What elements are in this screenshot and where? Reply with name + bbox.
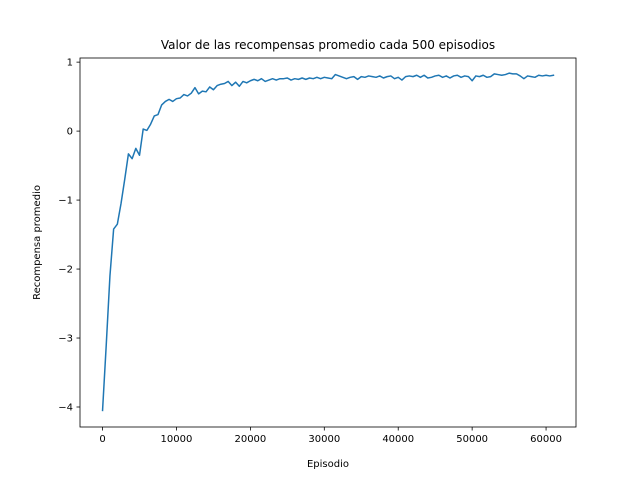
x-tick-label: 10000: [161, 434, 193, 445]
y-axis-label: Recompensa promedio: [32, 185, 43, 300]
x-tick-label: 60000: [530, 434, 562, 445]
y-tick-label: −3: [58, 334, 73, 345]
plot-frame: [79, 57, 577, 428]
y-tick-label: −2: [58, 265, 73, 276]
y-tick-label: −4: [58, 402, 73, 413]
series-layer: [101, 72, 555, 412]
x-axis-label: Episodio: [307, 459, 349, 470]
x-tick-label: 50000: [456, 434, 488, 445]
x-tick-label: 30000: [308, 434, 340, 445]
x-tick-label: 20000: [234, 434, 266, 445]
x-tick-label: 40000: [382, 434, 414, 445]
y-tick-label: 1: [67, 58, 73, 69]
chart-title: Valor de las recompensas promedio cada 5…: [161, 38, 495, 52]
x-tick-label: 0: [99, 434, 105, 445]
y-axis-ticks: −4 −3 −2 −1 0 1: [58, 58, 80, 413]
y-tick-label: −1: [58, 196, 73, 207]
reward-series-line: [101, 72, 555, 412]
y-tick-label: 0: [67, 127, 73, 138]
x-axis-ticks: 0 10000 20000 30000 40000 50000 60000: [99, 427, 562, 445]
